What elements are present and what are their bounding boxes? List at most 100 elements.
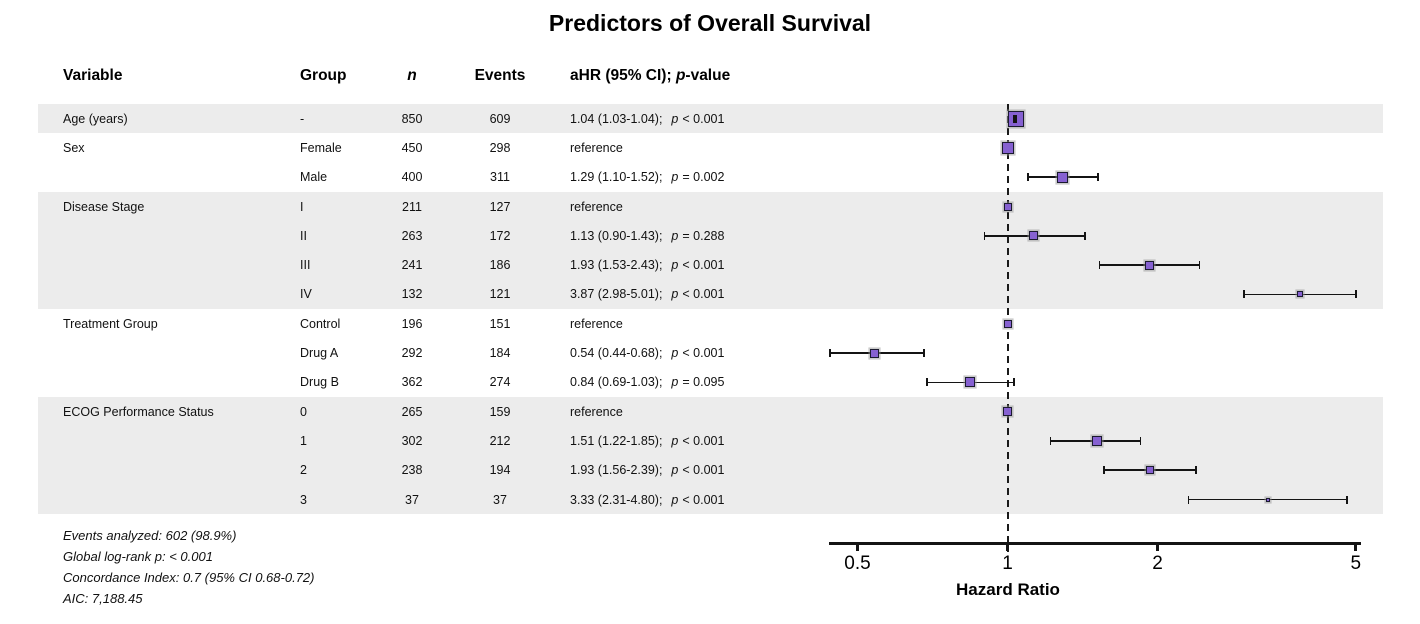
row-ahr: 0.84 (0.69-1.03); p = 0.095 (570, 374, 724, 390)
ci-cap (1139, 436, 1142, 445)
row-variable: Age (years) (63, 111, 128, 126)
x-axis-title: Hazard Ratio (956, 580, 1060, 599)
hr-marker-box (1003, 319, 1012, 328)
ahr-header-prefix: aHR (95% CI); (570, 67, 676, 84)
ci-cap (1242, 290, 1245, 299)
row-group: Drug B (300, 375, 339, 390)
hr-marker-box (1029, 231, 1039, 241)
row-hr-text: reference (570, 199, 623, 214)
row-events: 186 (489, 258, 511, 273)
row-p-label: p (671, 433, 679, 448)
ci-cap (1027, 173, 1029, 182)
x-axis-tick-label: 5 (1350, 553, 1362, 574)
row-group: Drug A (300, 346, 339, 361)
row-ahr: reference (570, 404, 636, 420)
row-hr-text: 3.87 (2.98-5.01); (570, 287, 663, 302)
band (38, 191, 1383, 310)
row-p-label: p (671, 228, 679, 243)
row-group: Control (300, 316, 341, 331)
row-variable: Disease Stage (63, 199, 145, 214)
row-events: 159 (489, 404, 511, 419)
hr-marker-box (1003, 202, 1012, 211)
band (38, 104, 1383, 134)
row-n: 37 (405, 492, 419, 507)
row-events: 194 (489, 463, 511, 478)
row-events: 172 (489, 228, 511, 243)
row-hr-text: reference (570, 316, 623, 331)
row-p-value: < 0.001 (682, 433, 725, 448)
footnote-concordance: Concordance Index: 0.7 (95% CI 0.68-0.72… (63, 570, 315, 585)
hr-marker-box (1057, 171, 1069, 183)
row-events: 298 (489, 140, 511, 155)
ci-cap (926, 378, 928, 387)
hr-marker-box (869, 348, 879, 358)
row-p-label: p (671, 492, 679, 507)
row-variable: Sex (63, 140, 85, 155)
ci-whisker (1013, 117, 1016, 120)
row-ahr: reference (570, 140, 636, 156)
row-ahr: 1.04 (1.03-1.04); p < 0.001 (570, 111, 724, 127)
row-n: 265 (401, 404, 423, 419)
row-hr-text: 0.84 (0.69-1.03); (570, 375, 663, 390)
row-group: Female (300, 140, 342, 155)
row-n: 292 (401, 346, 423, 361)
x-axis-tick (1354, 544, 1358, 551)
row-n: 362 (401, 375, 423, 390)
ci-cap (1346, 495, 1348, 504)
x-axis-tick (856, 544, 859, 551)
row-p-label: p (671, 287, 679, 302)
row-events: 609 (489, 111, 511, 126)
footnote-global-logrank: Global log-rank p: < 0.001 (63, 549, 213, 564)
row-variable: Treatment Group (63, 316, 158, 331)
row-hr-text: reference (570, 404, 623, 419)
row-n: 211 (402, 199, 422, 214)
row-events: 37 (493, 492, 507, 507)
hr-marker-box (1145, 260, 1155, 270)
row-ahr: 3.87 (2.98-5.01); p < 0.001 (570, 286, 724, 302)
ci-cap (1015, 114, 1017, 123)
x-axis-tick (1156, 544, 1159, 551)
row-p-label: p (671, 170, 679, 185)
row-events: 212 (489, 433, 511, 448)
row-hr-text: 3.33 (2.31-4.80); (570, 492, 663, 507)
row-p-value: < 0.001 (682, 287, 725, 302)
row-hr-text: 1.04 (1.03-1.04); (570, 111, 663, 126)
row-events: 274 (489, 375, 511, 390)
ci-cap (1084, 231, 1086, 240)
row-ahr: 1.51 (1.22-1.85); p < 0.001 (570, 433, 724, 449)
row-ahr: 3.33 (2.31-4.80); p < 0.001 (570, 492, 724, 508)
ci-cap (983, 231, 986, 240)
ahr-header-p: p (675, 67, 686, 84)
footnote-events-analyzed: Events analyzed: 602 (98.9%) (63, 528, 237, 543)
row-n: 400 (401, 170, 423, 185)
row-p-value: = 0.002 (682, 170, 725, 185)
row-hr-text: 1.13 (0.90-1.43); (570, 228, 663, 243)
reference-line (1006, 104, 1009, 552)
row-ahr: 0.54 (0.44-0.68); p < 0.001 (570, 345, 724, 361)
hr-marker-box (1091, 435, 1102, 446)
row-p-label: p (671, 111, 679, 126)
ci-cap (1102, 466, 1105, 475)
row-p-value: < 0.001 (682, 463, 725, 478)
row-p-value: < 0.001 (682, 258, 725, 273)
ci-cap (1187, 495, 1190, 504)
row-n: 850 (401, 111, 423, 126)
row-ahr: reference (570, 316, 636, 332)
hr-marker-box (1003, 407, 1012, 417)
ci-cap (923, 349, 925, 358)
row-group: Male (300, 170, 328, 185)
row-group: III (300, 258, 311, 273)
row-p-label: p (671, 463, 679, 478)
row-ahr: 1.93 (1.53-2.43); p < 0.001 (570, 257, 724, 273)
row-events: 151 (489, 316, 511, 331)
row-events: 184 (489, 346, 511, 361)
row-ahr: 1.13 (0.90-1.43); p = 0.288 (570, 228, 724, 244)
ci-cap (1013, 114, 1015, 123)
row-group: 3 (300, 492, 307, 507)
row-ahr: 1.93 (1.56-2.39); p < 0.001 (570, 462, 724, 478)
ci-cap (1195, 466, 1197, 475)
column-header-events: Events (474, 67, 526, 84)
row-group: IV (300, 287, 312, 302)
x-axis-tick-label: 0.5 (844, 553, 871, 574)
row-p-label: p (671, 258, 679, 273)
